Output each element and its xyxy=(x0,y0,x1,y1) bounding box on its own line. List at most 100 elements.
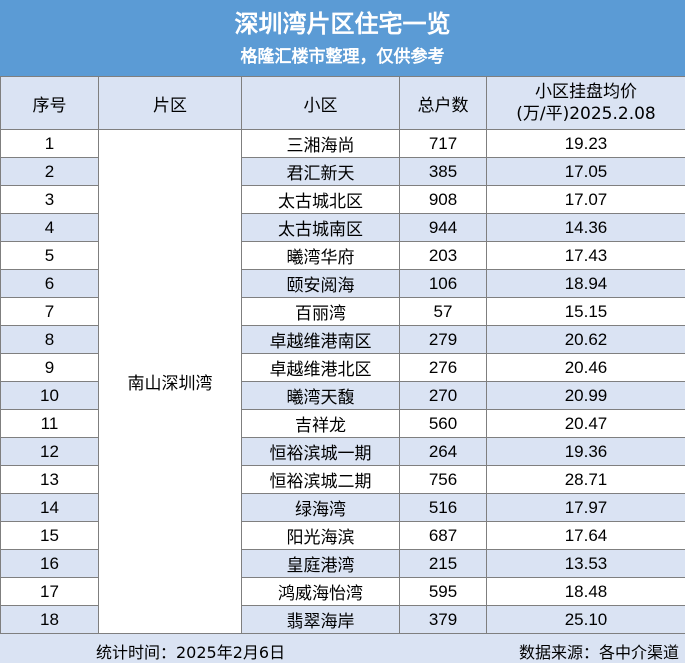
table-row: 9 卓越维港北区 276 20.46 xyxy=(0,353,685,382)
cell-community[interactable]: 翡翠海岸 xyxy=(241,605,400,634)
cell-community[interactable]: 百丽湾 xyxy=(241,297,400,326)
cell-total-units[interactable]: 944 xyxy=(399,213,487,242)
cell-price[interactable]: 20.46 xyxy=(486,353,685,382)
cell-community[interactable]: 太古城南区 xyxy=(241,213,400,242)
cell-price[interactable]: 19.23 xyxy=(486,129,685,158)
cell-index[interactable]: 16 xyxy=(0,549,99,578)
cell-community[interactable]: 曦湾华府 xyxy=(241,241,400,270)
cell-index[interactable]: 7 xyxy=(0,297,99,326)
cell-total-units[interactable]: 595 xyxy=(399,577,487,606)
cell-price[interactable]: 14.36 xyxy=(486,213,685,242)
table-row: 2 君汇新天 385 17.05 xyxy=(0,157,685,186)
cell-total-units[interactable]: 560 xyxy=(399,409,487,438)
cell-index[interactable]: 13 xyxy=(0,465,99,494)
cell-index[interactable]: 14 xyxy=(0,493,99,522)
cell-price[interactable]: 20.47 xyxy=(486,409,685,438)
table-row: 14 绿海湾 516 17.97 xyxy=(0,493,685,522)
cell-price[interactable]: 17.97 xyxy=(486,493,685,522)
cell-total-units[interactable]: 385 xyxy=(399,157,487,186)
cell-index[interactable]: 15 xyxy=(0,521,99,550)
header-total-units[interactable]: 总户数 xyxy=(399,76,487,130)
cell-price[interactable]: 18.94 xyxy=(486,269,685,298)
header-community[interactable]: 小区 xyxy=(241,76,400,130)
cell-price[interactable]: 19.36 xyxy=(486,437,685,466)
cell-community[interactable]: 阳光海滨 xyxy=(241,521,400,550)
cell-community[interactable]: 颐安阅海 xyxy=(241,269,400,298)
cell-community[interactable]: 鸿威海怡湾 xyxy=(241,577,400,606)
cell-price[interactable]: 20.99 xyxy=(486,381,685,410)
header-index[interactable]: 序号 xyxy=(0,76,99,130)
cell-index[interactable]: 1 xyxy=(0,129,99,158)
cell-index[interactable]: 9 xyxy=(0,353,99,382)
cell-total-units[interactable]: 379 xyxy=(399,605,487,634)
cell-index[interactable]: 11 xyxy=(0,409,99,438)
table-row: 15 阳光海滨 687 17.64 xyxy=(0,521,685,550)
cell-index[interactable]: 2 xyxy=(0,157,99,186)
cell-index[interactable]: 4 xyxy=(0,213,99,242)
cell-index[interactable]: 12 xyxy=(0,437,99,466)
table-row: 6 颐安阅海 106 18.94 xyxy=(0,269,685,298)
cell-price[interactable]: 17.05 xyxy=(486,157,685,186)
header-row: 序号 片区 小区 总户数 小区挂盘均价 (万/平)2025.2.08 xyxy=(0,76,685,130)
cell-index[interactable]: 5 xyxy=(0,241,99,270)
housing-table: 序号 片区 小区 总户数 小区挂盘均价 (万/平)2025.2.08 1 南山深圳… xyxy=(0,76,685,634)
cell-total-units[interactable]: 215 xyxy=(399,549,487,578)
header-price-line2: (万/平)2025.2.08 xyxy=(516,104,656,124)
cell-total-units[interactable]: 57 xyxy=(399,297,487,326)
cell-price[interactable]: 13.53 xyxy=(486,549,685,578)
cell-price[interactable]: 17.64 xyxy=(486,521,685,550)
cell-price[interactable]: 17.07 xyxy=(486,185,685,214)
cell-total-units[interactable]: 276 xyxy=(399,353,487,382)
cell-price[interactable]: 15.15 xyxy=(486,297,685,326)
data-source: 数据来源：各中介渠道 xyxy=(518,643,679,662)
table-row: 1 南山深圳湾 三湘海尚 717 19.23 xyxy=(0,129,685,634)
cell-total-units[interactable]: 687 xyxy=(399,521,487,550)
table-row: 12 恒裕滨城一期 264 19.36 xyxy=(0,437,685,466)
table-body: 1 南山深圳湾 三湘海尚 717 19.23 2 君汇新天 385 17.05 3 太古城北区 908… xyxy=(0,129,685,634)
header-area[interactable]: 片区 xyxy=(98,76,242,130)
cell-total-units[interactable]: 270 xyxy=(399,381,487,410)
cell-community[interactable]: 君汇新天 xyxy=(241,157,400,186)
page-subtitle: 格隆汇楼市整理，仅供参考 xyxy=(240,47,445,67)
cell-community[interactable]: 曦湾天馥 xyxy=(241,381,400,410)
cell-price[interactable]: 18.48 xyxy=(486,577,685,606)
cell-price[interactable]: 28.71 xyxy=(486,465,685,494)
cell-community[interactable]: 皇庭港湾 xyxy=(241,549,400,578)
table-row: 4 太古城南区 944 14.36 xyxy=(0,213,685,242)
cell-community[interactable]: 吉祥龙 xyxy=(241,409,400,438)
page-title: 深圳湾片区住宅一览 xyxy=(234,9,451,38)
cell-community[interactable]: 太古城北区 xyxy=(241,185,400,214)
cell-total-units[interactable]: 203 xyxy=(399,241,487,270)
cell-index[interactable]: 10 xyxy=(0,381,99,410)
header-price-line1: 小区挂盘均价 xyxy=(535,82,637,102)
table-row: 18 翡翠海岸 379 25.10 xyxy=(0,605,685,634)
cell-total-units[interactable]: 516 xyxy=(399,493,487,522)
cell-index[interactable]: 8 xyxy=(0,325,99,354)
cell-total-units[interactable]: 264 xyxy=(399,437,487,466)
header-price[interactable]: 小区挂盘均价 (万/平)2025.2.08 xyxy=(486,76,685,130)
cell-index[interactable]: 3 xyxy=(0,185,99,214)
cell-price[interactable]: 20.62 xyxy=(486,325,685,354)
cell-index[interactable]: 18 xyxy=(0,605,99,634)
table-row: 8 卓越维港南区 279 20.62 xyxy=(0,325,685,354)
table-row: 7 百丽湾 57 15.15 xyxy=(0,297,685,326)
cell-community[interactable]: 卓越维港北区 xyxy=(241,353,400,382)
cell-community[interactable]: 三湘海尚 xyxy=(241,129,400,158)
cell-total-units[interactable]: 279 xyxy=(399,325,487,354)
cell-price[interactable]: 25.10 xyxy=(486,605,685,634)
cell-total-units[interactable]: 756 xyxy=(399,465,487,494)
cell-total-units[interactable]: 106 xyxy=(399,269,487,298)
cell-community[interactable]: 卓越维港南区 xyxy=(241,325,400,354)
table-row: 3 太古城北区 908 17.07 xyxy=(0,185,685,214)
cell-price[interactable]: 17.43 xyxy=(486,241,685,270)
cell-total-units[interactable]: 717 xyxy=(399,129,487,158)
cell-community[interactable]: 绿海湾 xyxy=(241,493,400,522)
cell-area[interactable]: 南山深圳湾 xyxy=(98,129,242,634)
cell-community[interactable]: 恒裕滨城二期 xyxy=(241,465,400,494)
cell-total-units[interactable]: 908 xyxy=(399,185,487,214)
cell-community[interactable]: 恒裕滨城一期 xyxy=(241,437,400,466)
table-row: 11 吉祥龙 560 20.47 xyxy=(0,409,685,438)
cell-index[interactable]: 6 xyxy=(0,269,99,298)
cell-index[interactable]: 17 xyxy=(0,577,99,606)
